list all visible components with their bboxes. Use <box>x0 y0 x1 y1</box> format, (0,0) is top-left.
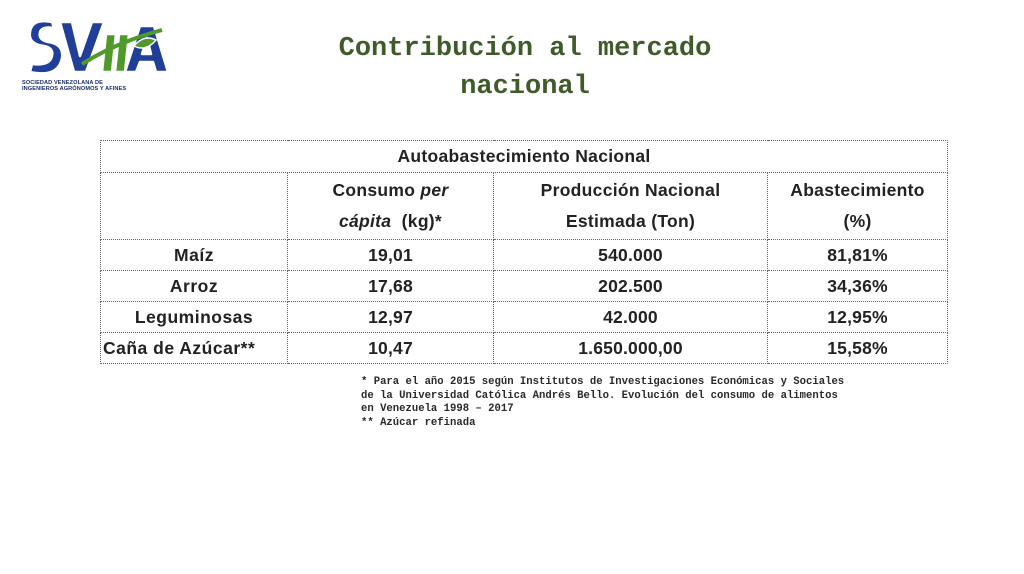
header-consumo-line1: Consumo per <box>288 175 493 206</box>
logo-caption-line2: INGENIEROS AGRÓNOMOS Y AFINES <box>22 86 127 93</box>
footnote-line1: * Para el año 2015 según Institutos de I… <box>361 376 845 388</box>
cell-abastecimiento: 12,95% <box>766 301 949 333</box>
logo-caption-line1: SOCIEDAD VENEZOLANA DE <box>22 80 103 86</box>
header-abastecimiento-line2: (%) <box>843 211 872 231</box>
footnote-line3: en Venezuela 1998 – 2017 <box>361 403 514 415</box>
footnotes: * Para el año 2015 según Institutos de I… <box>361 376 951 430</box>
logo-mark <box>28 19 170 75</box>
cell-abastecimiento: 15,58% <box>766 332 949 364</box>
header-crop <box>100 172 288 240</box>
table-row: Leguminosas 12,97 42.000 12,95% <box>100 301 949 333</box>
header-produccion: Producción Nacional Estimada (Ton) <box>493 172 768 240</box>
header-abastecimiento-line1: Abastecimiento <box>790 180 925 200</box>
page-title: Contribución al mercado nacional <box>260 30 790 106</box>
cell-consumo: 19,01 <box>287 239 494 271</box>
self-sufficiency-table: Autoabastecimiento Nacional Consumo per … <box>99 140 949 364</box>
logo-caption: SOCIEDAD VENEZOLANA DE INGENIEROS AGRÓNO… <box>22 80 172 93</box>
cell-produccion: 1.650.000,00 <box>493 332 768 364</box>
table-header-row: Consumo per cápita (kg)* Producción Naci… <box>100 172 949 240</box>
cell-crop: Caña de Azúcar** <box>100 332 288 364</box>
cell-produccion: 540.000 <box>493 239 768 271</box>
cell-abastecimiento: 81,81% <box>766 239 949 271</box>
logo: SOCIEDAD VENEZOLANA DE INGENIEROS AGRÓNO… <box>22 12 172 98</box>
cell-crop: Maíz <box>100 239 288 271</box>
header-abastecimiento: Abastecimiento (%) <box>766 172 949 240</box>
cell-consumo: 17,68 <box>287 270 494 302</box>
header-consumo-italic2: cápita <box>338 211 392 231</box>
cell-produccion: 202.500 <box>493 270 768 302</box>
header-consumo-unit: (kg)* <box>391 211 443 231</box>
header-produccion-line1: Producción Nacional <box>540 180 721 200</box>
header-consumo-italic1: per <box>420 180 449 200</box>
table-row: Caña de Azúcar** 10,47 1.650.000,00 15,5… <box>100 332 949 364</box>
table-row: Maíz 19,01 540.000 81,81% <box>100 239 949 271</box>
cell-consumo: 12,97 <box>287 301 494 333</box>
cell-consumo: 10,47 <box>287 332 494 364</box>
header-consumo-text: Consumo <box>332 180 421 200</box>
footnote-line2: de la Universidad Católica Andrés Bello.… <box>361 389 838 402</box>
footnote-line4: ** Azúcar refinada <box>361 416 476 429</box>
title-line1: Contribución al mercado <box>338 34 712 64</box>
cell-crop: Leguminosas <box>100 301 288 333</box>
table-caption: Autoabastecimiento Nacional <box>99 140 949 173</box>
header-produccion-line2: Estimada (Ton) <box>565 211 696 231</box>
table-caption-row: Autoabastecimiento Nacional <box>99 140 949 173</box>
cell-crop: Arroz <box>100 270 288 302</box>
header-consumo: Consumo per cápita (kg)* <box>287 172 494 240</box>
cell-abastecimiento: 34,36% <box>766 270 949 302</box>
table-row: Arroz 17,68 202.500 34,36% <box>100 270 949 302</box>
header-consumo-line2: cápita (kg)* <box>288 206 493 237</box>
title-line2: nacional <box>460 72 590 102</box>
cell-produccion: 42.000 <box>493 301 768 333</box>
